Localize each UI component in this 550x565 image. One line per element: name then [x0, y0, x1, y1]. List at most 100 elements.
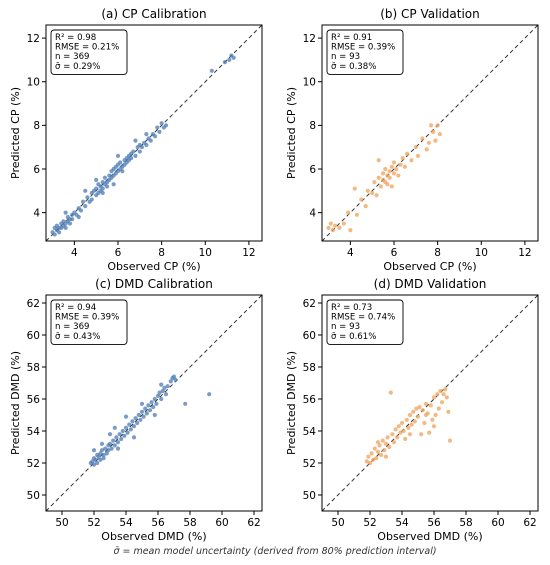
x-axis-label: Observed CP (%)	[107, 260, 200, 273]
data-point	[101, 456, 106, 461]
data-point	[431, 129, 436, 135]
data-point	[387, 175, 392, 180]
data-point	[99, 441, 105, 446]
data-point	[125, 430, 130, 435]
stats-line: σ̄ = 0.43%	[55, 332, 100, 342]
data-point	[337, 225, 342, 231]
data-point	[135, 420, 140, 426]
data-point	[330, 227, 336, 233]
y-tick-label: 54	[27, 426, 41, 438]
y-tick-label: 6	[33, 164, 40, 176]
stats-box	[326, 299, 404, 345]
data-point	[231, 55, 236, 60]
data-point	[137, 149, 142, 154]
data-point	[78, 208, 84, 213]
data-point	[139, 409, 145, 414]
x-tick-label: 60	[215, 517, 228, 529]
data-point	[441, 392, 446, 397]
data-point	[114, 435, 119, 440]
stats-line: σ̄ = 0.38%	[331, 62, 376, 72]
reference-line	[46, 295, 262, 511]
scatter-points	[50, 53, 236, 237]
data-point	[117, 432, 122, 437]
data-point	[428, 123, 434, 128]
data-point	[127, 422, 132, 427]
data-point	[123, 425, 129, 430]
stats-line: RMSE = 0.74%	[331, 313, 395, 323]
stats-line: RMSE = 0.39%	[55, 313, 119, 323]
data-point	[118, 160, 123, 165]
data-point	[375, 440, 381, 445]
data-point	[380, 438, 385, 443]
data-point	[155, 125, 160, 130]
panel-title: (d) DMD Validation	[374, 277, 487, 291]
data-point	[67, 221, 73, 226]
data-point	[370, 190, 375, 196]
data-point	[119, 436, 124, 442]
data-point	[369, 451, 374, 456]
data-point	[393, 427, 398, 432]
data-point	[396, 424, 401, 429]
y-tick-label: 4	[33, 207, 40, 219]
data-point	[144, 131, 149, 137]
y-tick-label: 58	[27, 362, 40, 374]
data-point	[424, 147, 429, 152]
data-point	[400, 155, 405, 161]
x-tick-label: 50	[55, 517, 68, 529]
data-point	[326, 225, 331, 231]
data-point	[222, 59, 228, 65]
data-point	[91, 448, 97, 453]
data-point	[374, 456, 379, 461]
data-point	[165, 384, 170, 389]
stats-line: n = 93	[331, 52, 360, 62]
data-point	[95, 460, 100, 466]
data-point	[443, 387, 448, 392]
stats-line: n = 93	[331, 322, 360, 332]
data-point	[106, 448, 111, 453]
data-point	[122, 433, 127, 438]
x-tick-label: 12	[518, 247, 531, 259]
data-point	[423, 412, 429, 418]
data-point	[433, 138, 438, 143]
data-point	[411, 409, 416, 414]
data-point	[107, 441, 113, 446]
data-point	[131, 149, 136, 154]
data-point	[328, 221, 333, 226]
data-point	[133, 153, 138, 159]
data-point	[103, 446, 108, 451]
data-point	[419, 432, 424, 437]
data-point	[146, 403, 151, 408]
data-point	[396, 173, 401, 178]
data-point	[104, 451, 109, 456]
y-tick-label: 52	[303, 458, 316, 470]
data-point	[412, 419, 417, 424]
y-tick-label: 54	[303, 426, 317, 438]
data-point	[130, 419, 135, 424]
scatter-panel-2: 4 6 8 10 12 4 6 8 10 12 (b) CP Validation Observed …	[285, 7, 539, 273]
data-point	[120, 428, 125, 434]
scatter-panel-4: 50 52 54 56 58 60 62 50 52 54 56 58 60 62 (d) DMD Vali…	[285, 277, 539, 543]
reference-line	[322, 25, 538, 241]
data-point	[414, 406, 419, 411]
data-point	[154, 401, 159, 406]
y-tick-label: 60	[303, 330, 316, 342]
data-point	[404, 151, 410, 156]
data-point	[404, 417, 409, 422]
x-axis-label: Observed DMD (%)	[377, 530, 482, 543]
data-point	[383, 454, 389, 459]
data-point	[52, 232, 57, 237]
y-tick-label: 56	[303, 394, 317, 406]
data-point	[94, 186, 99, 191]
y-tick-label: 62	[27, 298, 40, 310]
data-point	[352, 186, 357, 191]
data-point	[387, 169, 392, 174]
data-point	[207, 392, 212, 397]
data-point	[131, 435, 137, 440]
y-tick-label: 10	[27, 77, 40, 89]
plot-frame	[321, 294, 539, 512]
data-point	[447, 438, 453, 443]
data-point	[385, 182, 390, 187]
data-point	[332, 223, 338, 228]
data-point	[151, 404, 156, 410]
x-tick-label: 56	[151, 517, 165, 529]
